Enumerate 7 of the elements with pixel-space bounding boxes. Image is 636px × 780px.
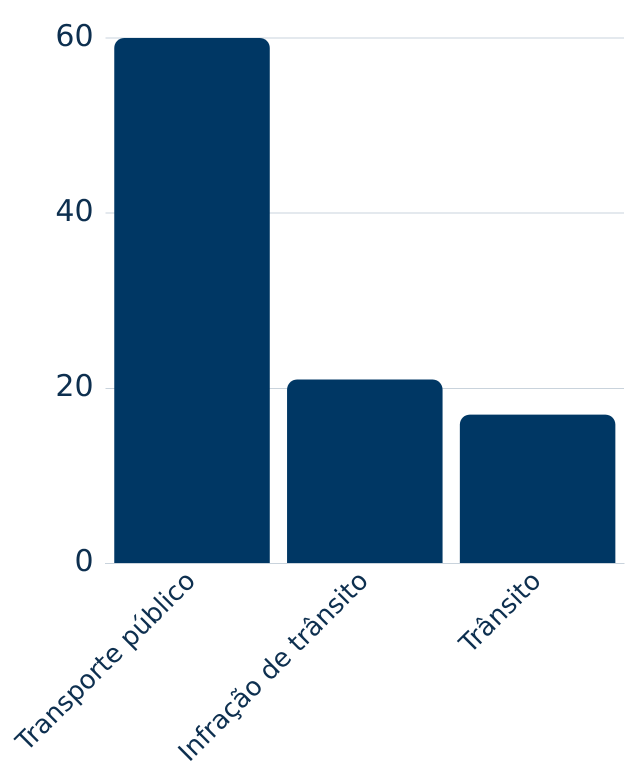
bar	[287, 380, 443, 563]
y-tick-label: 60	[55, 18, 94, 54]
y-tick-label: 0	[74, 544, 94, 580]
bar	[460, 414, 616, 563]
y-tick-label: 20	[55, 369, 94, 404]
y-tick-label: 40	[55, 194, 94, 229]
bar	[114, 38, 270, 563]
